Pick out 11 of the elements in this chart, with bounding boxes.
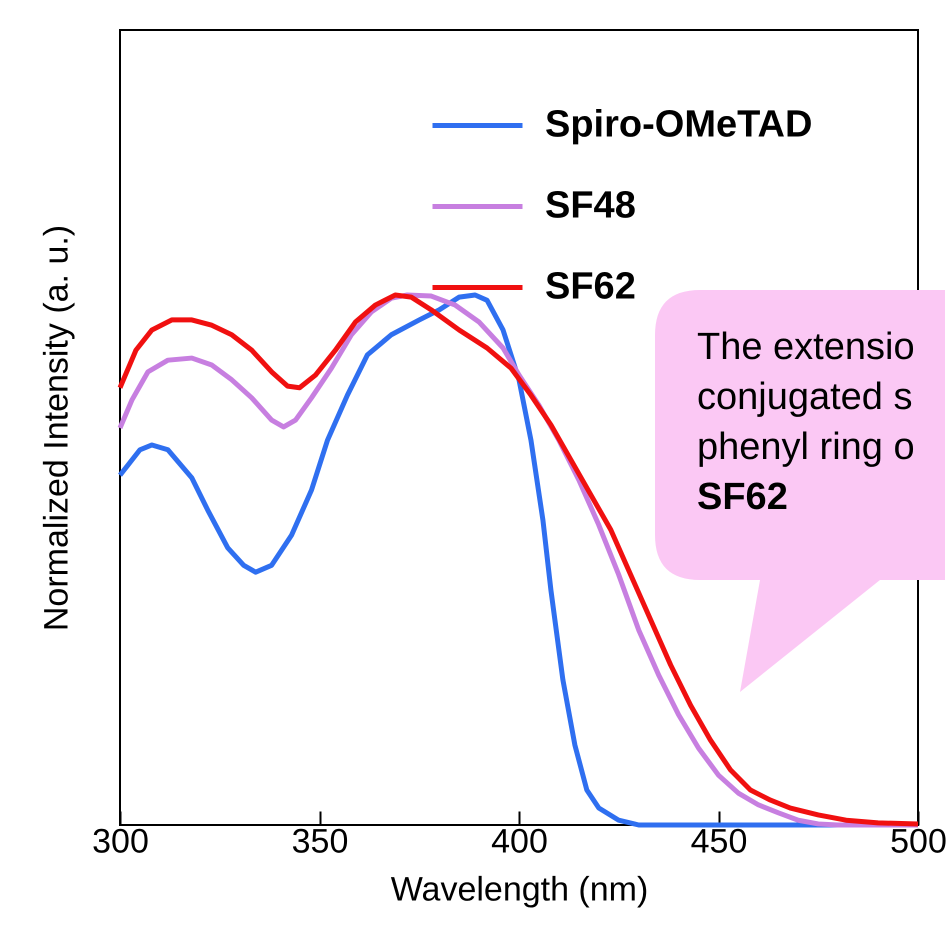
legend-label: SF48 [545,184,636,226]
x-tick-label: 350 [292,822,348,860]
legend-label: Spiro-OMeTAD [545,104,812,146]
x-axis-title: Wavelength (nm) [390,870,648,908]
legend-label: SF62 [545,266,636,308]
x-tick-label: 500 [890,822,947,860]
annotation: The extensio conjugated s phenyl ring o SF62 [697,325,915,520]
x-tick-label: 450 [690,822,748,860]
x-tick-label: 400 [491,822,548,860]
y-axis-title: Normalized Intensity (a. u.) [38,224,76,632]
x-tick-label: 300 [92,822,149,860]
